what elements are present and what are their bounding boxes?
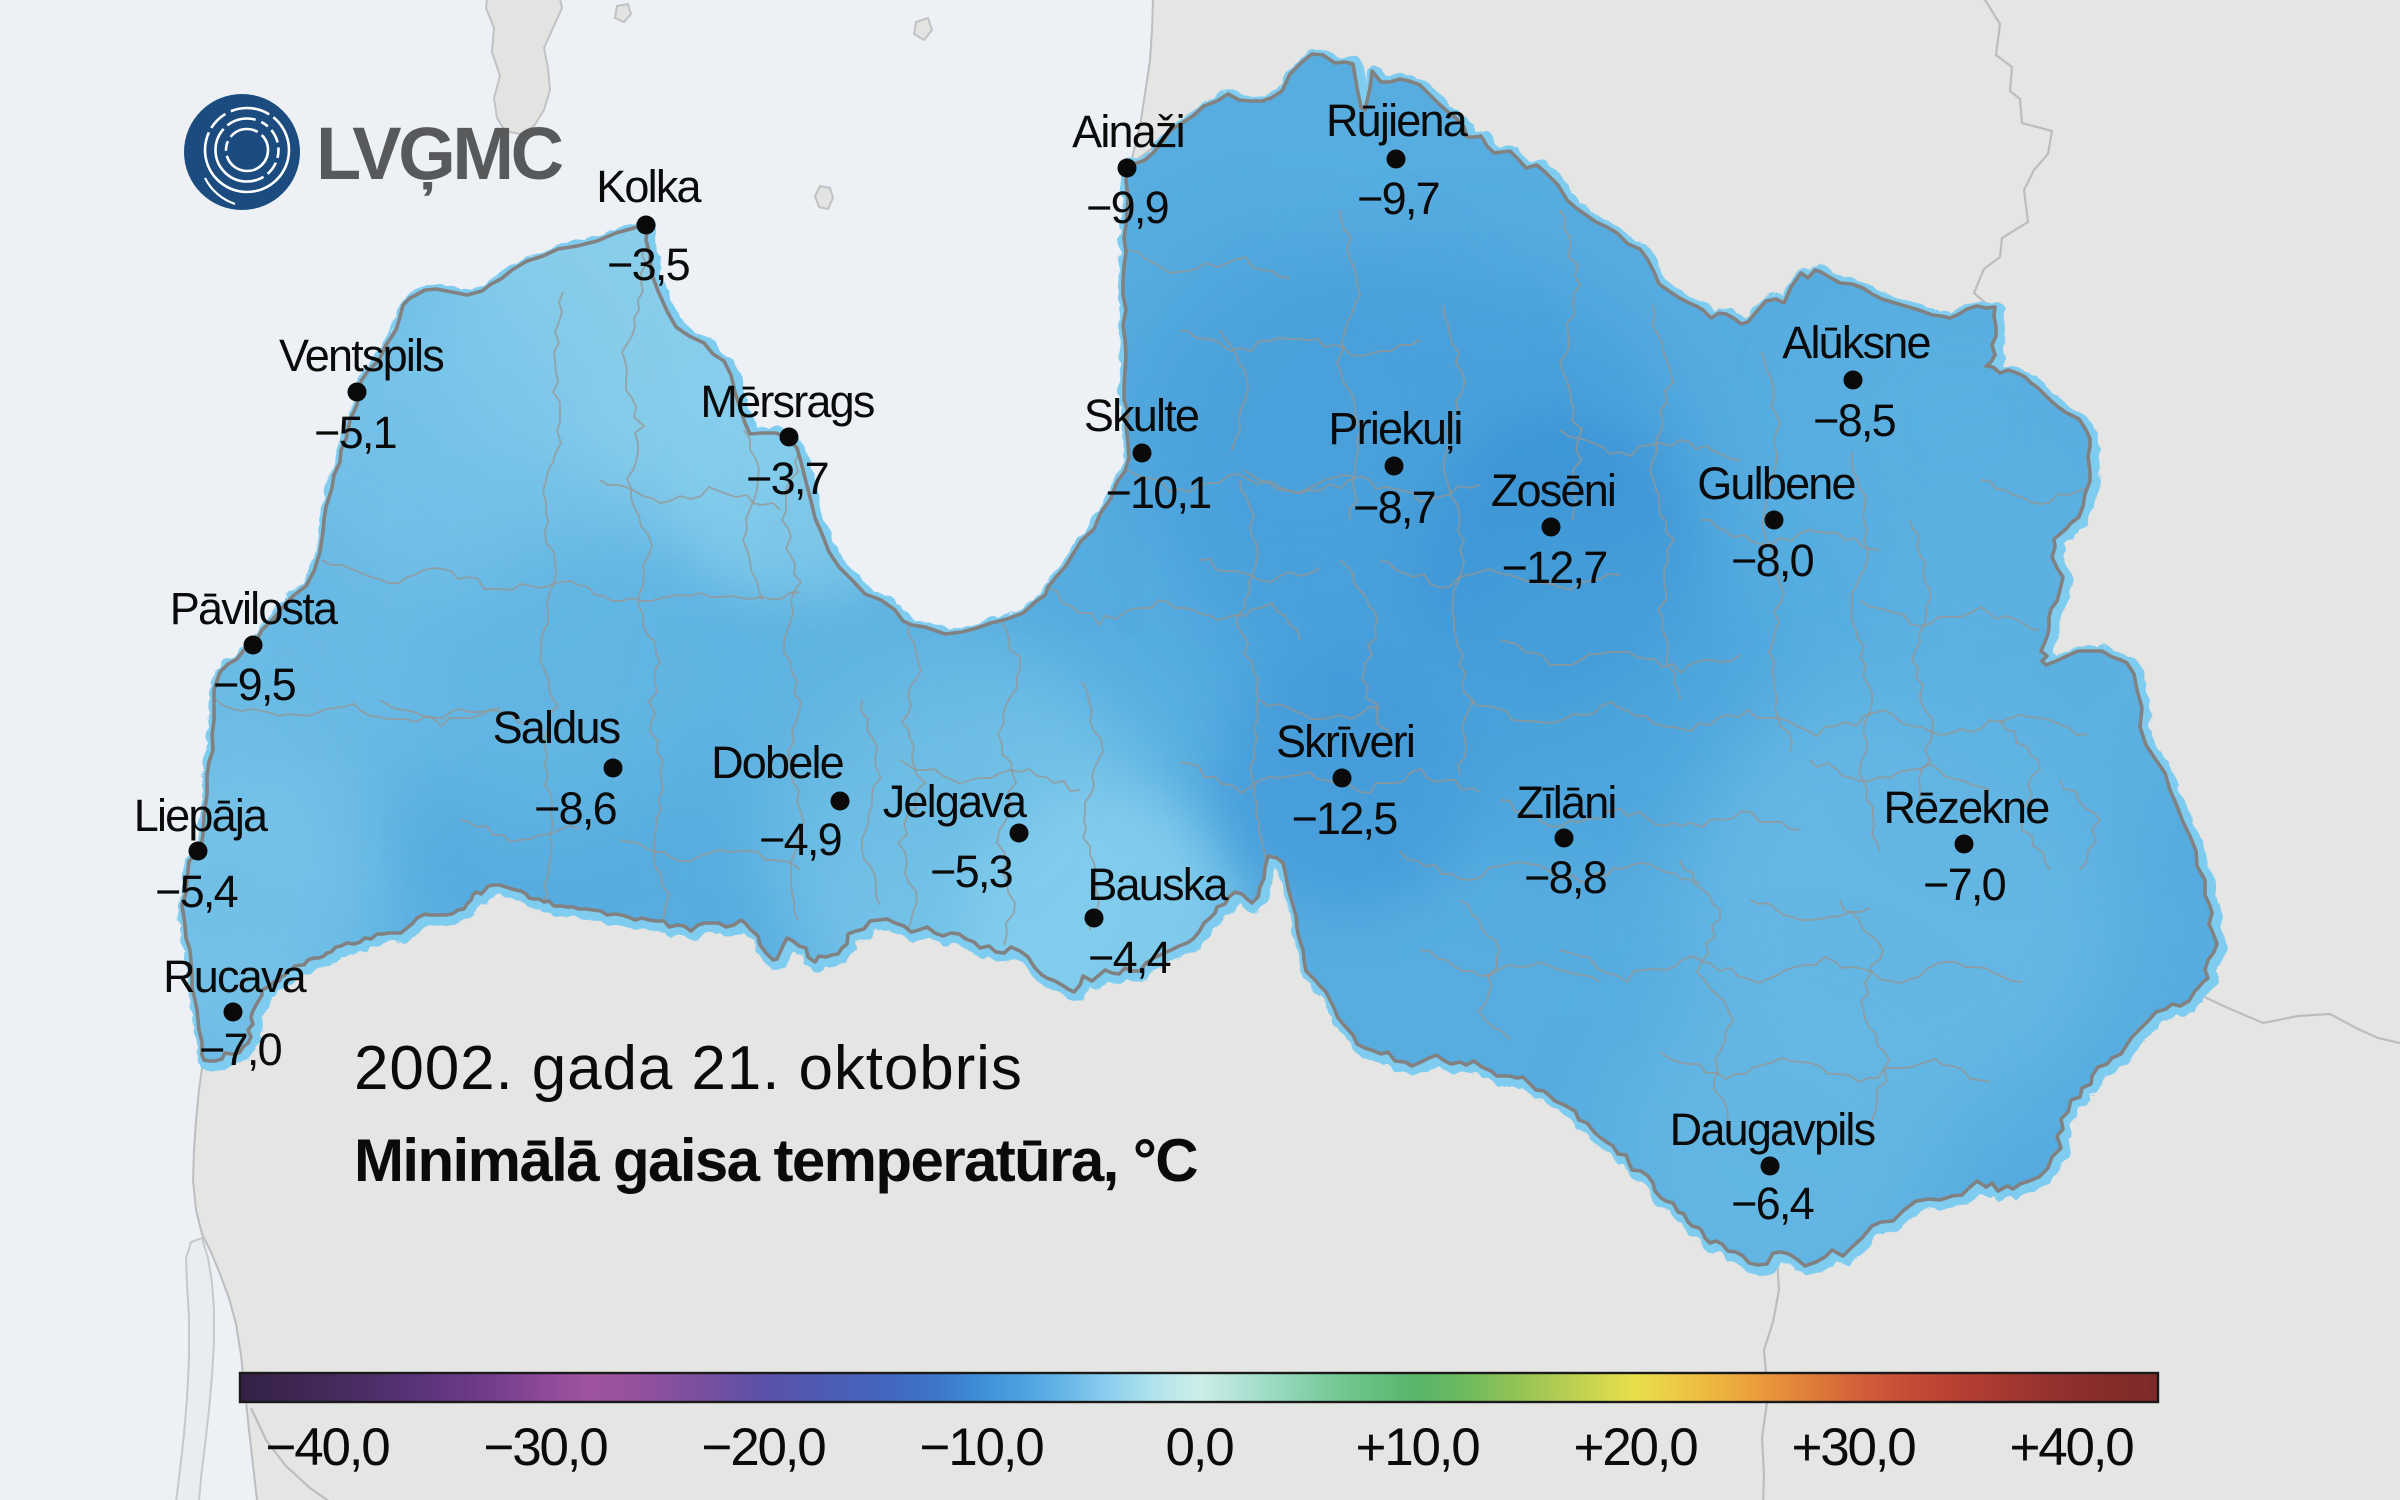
svg-text:Alūksne: Alūksne [1782,317,1930,368]
svg-text:Gulbene: Gulbene [1697,458,1855,509]
svg-text:−40,0: −40,0 [265,1418,389,1477]
svg-text:−8,8: −8,8 [1524,852,1606,903]
svg-text:2002. gada 21. oktobris: 2002. gada 21. oktobris [354,1034,1023,1103]
svg-text:Saldus: Saldus [493,702,620,753]
svg-text:−7,0: −7,0 [199,1024,281,1075]
svg-text:Jelgava: Jelgava [883,776,1028,827]
svg-text:−9,9: −9,9 [1086,182,1168,233]
svg-text:+10,0: +10,0 [1355,1418,1479,1477]
svg-text:−8,7: −8,7 [1353,482,1435,533]
svg-text:−4,4: −4,4 [1088,932,1170,983]
svg-text:Kolka: Kolka [596,161,702,212]
svg-text:Rucava: Rucava [163,951,308,1002]
svg-text:−9,5: −9,5 [213,659,295,710]
svg-text:−3,5: −3,5 [607,239,689,290]
svg-text:−7,0: −7,0 [1923,859,2005,910]
svg-text:Priekuļi: Priekuļi [1328,403,1461,454]
svg-text:−12,5: −12,5 [1292,793,1398,844]
svg-text:+20,0: +20,0 [1573,1418,1697,1477]
svg-text:−4,9: −4,9 [759,814,841,865]
svg-text:−3,7: −3,7 [746,453,828,504]
svg-text:Rūjiena: Rūjiena [1326,95,1469,146]
svg-text:Bauska: Bauska [1087,859,1229,910]
svg-text:+30,0: +30,0 [1791,1418,1915,1477]
svg-text:Minimālā gaisa temperatūra, °C: Minimālā gaisa temperatūra, °C [354,1127,1197,1194]
svg-text:Skrīveri: Skrīveri [1276,716,1414,767]
svg-text:−5,1: −5,1 [314,407,396,458]
svg-text:Daugavpils: Daugavpils [1670,1104,1875,1155]
svg-text:Dobele: Dobele [711,737,844,788]
svg-text:−8,6: −8,6 [534,783,616,834]
svg-text:Skulte: Skulte [1084,390,1199,441]
svg-text:−8,5: −8,5 [1813,395,1895,446]
svg-text:Liepāja: Liepāja [134,790,269,841]
svg-text:LVĢMC: LVĢMC [316,112,563,196]
svg-text:Rēzekne: Rēzekne [1883,782,2049,833]
svg-text:Ventspils: Ventspils [279,330,443,381]
svg-text:−20,0: −20,0 [701,1418,825,1477]
svg-text:−5,4: −5,4 [155,866,237,917]
svg-text:0,0: 0,0 [1165,1418,1233,1477]
svg-text:−5,3: −5,3 [930,846,1012,897]
svg-text:−10,0: −10,0 [919,1418,1043,1477]
svg-text:−8,0: −8,0 [1731,535,1813,586]
svg-text:−30,0: −30,0 [483,1418,607,1477]
svg-text:+40,0: +40,0 [2009,1418,2133,1477]
svg-text:−12,7: −12,7 [1502,542,1607,593]
svg-text:Ainaži: Ainaži [1072,106,1184,157]
svg-text:Zīlāni: Zīlāni [1516,777,1615,828]
svg-text:Mērsrags: Mērsrags [700,376,873,427]
svg-text:Zosēni: Zosēni [1491,465,1615,516]
svg-text:Pāvilosta: Pāvilosta [170,583,339,634]
svg-text:−10,1: −10,1 [1106,467,1211,518]
svg-text:−6,4: −6,4 [1731,1178,1813,1229]
svg-text:−9,7: −9,7 [1357,173,1439,224]
